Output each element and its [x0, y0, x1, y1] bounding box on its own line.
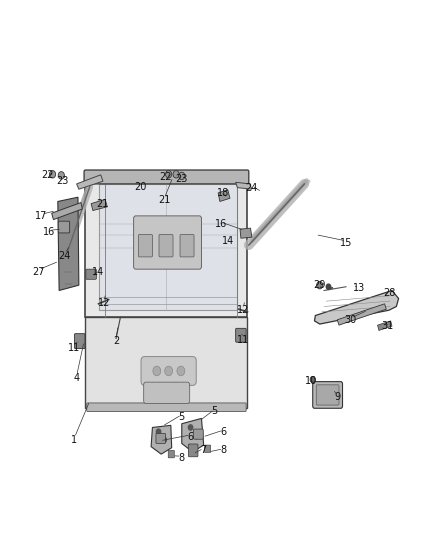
- Text: 23: 23: [176, 174, 188, 183]
- FancyBboxPatch shape: [180, 235, 194, 257]
- Polygon shape: [240, 228, 252, 238]
- FancyBboxPatch shape: [188, 444, 198, 457]
- Circle shape: [49, 171, 56, 178]
- Polygon shape: [151, 425, 172, 454]
- Circle shape: [162, 437, 166, 442]
- Text: 21: 21: [158, 195, 170, 205]
- Circle shape: [326, 284, 331, 289]
- Circle shape: [188, 425, 193, 430]
- FancyBboxPatch shape: [205, 445, 211, 453]
- Text: 12: 12: [98, 298, 110, 308]
- FancyBboxPatch shape: [159, 235, 173, 257]
- Polygon shape: [91, 199, 107, 211]
- Text: 31: 31: [381, 321, 394, 331]
- Text: 11: 11: [68, 343, 81, 352]
- Text: 10: 10: [305, 376, 317, 386]
- Circle shape: [310, 376, 315, 383]
- Circle shape: [153, 366, 161, 376]
- FancyBboxPatch shape: [87, 403, 246, 411]
- FancyBboxPatch shape: [138, 235, 152, 257]
- Polygon shape: [77, 175, 103, 189]
- Text: 4: 4: [74, 374, 80, 383]
- Circle shape: [177, 366, 185, 376]
- Text: 5: 5: [212, 407, 218, 416]
- Text: 23: 23: [56, 176, 68, 186]
- Polygon shape: [58, 197, 79, 290]
- Text: 6: 6: [187, 432, 194, 442]
- Text: 12: 12: [237, 305, 249, 315]
- Polygon shape: [236, 182, 252, 189]
- FancyBboxPatch shape: [86, 269, 96, 279]
- Text: 7: 7: [201, 446, 207, 455]
- Text: 15: 15: [340, 238, 352, 247]
- Circle shape: [179, 172, 185, 180]
- Circle shape: [317, 281, 323, 289]
- Text: 16: 16: [215, 219, 227, 229]
- Circle shape: [165, 366, 173, 376]
- Text: 22: 22: [159, 172, 172, 182]
- Text: 21: 21: [97, 199, 109, 208]
- FancyBboxPatch shape: [58, 221, 70, 233]
- Text: 17: 17: [35, 211, 48, 221]
- FancyBboxPatch shape: [141, 357, 196, 385]
- Circle shape: [156, 429, 161, 434]
- Circle shape: [195, 433, 199, 439]
- Text: 14: 14: [92, 267, 105, 277]
- Text: 6: 6: [220, 427, 226, 437]
- Text: 30: 30: [344, 315, 357, 325]
- Circle shape: [166, 171, 172, 178]
- Text: 28: 28: [384, 288, 396, 298]
- FancyBboxPatch shape: [194, 429, 203, 439]
- Polygon shape: [85, 317, 247, 408]
- Circle shape: [173, 171, 179, 178]
- FancyBboxPatch shape: [156, 433, 166, 443]
- Polygon shape: [99, 184, 237, 310]
- Text: 9: 9: [334, 392, 340, 402]
- Polygon shape: [218, 190, 230, 201]
- FancyBboxPatch shape: [134, 216, 201, 269]
- Polygon shape: [314, 290, 399, 324]
- FancyBboxPatch shape: [316, 385, 339, 405]
- Text: 20: 20: [134, 182, 146, 191]
- Polygon shape: [85, 175, 247, 317]
- Text: 11: 11: [237, 335, 249, 345]
- Text: 8: 8: [220, 446, 226, 455]
- Text: 24: 24: [246, 183, 258, 192]
- FancyBboxPatch shape: [84, 170, 249, 184]
- Polygon shape: [52, 203, 82, 220]
- FancyBboxPatch shape: [236, 328, 246, 342]
- Text: 29: 29: [314, 280, 326, 290]
- Text: 24: 24: [59, 251, 71, 261]
- Text: 16: 16: [43, 227, 55, 237]
- Polygon shape: [337, 304, 386, 325]
- FancyBboxPatch shape: [74, 334, 85, 349]
- Text: 18: 18: [217, 188, 230, 198]
- Text: 5: 5: [179, 412, 185, 422]
- FancyBboxPatch shape: [144, 382, 190, 403]
- Polygon shape: [182, 418, 204, 452]
- FancyBboxPatch shape: [313, 382, 343, 408]
- Polygon shape: [378, 321, 392, 330]
- Text: 1: 1: [71, 435, 78, 445]
- Text: 27: 27: [32, 267, 45, 277]
- Text: 13: 13: [353, 283, 365, 293]
- Circle shape: [58, 172, 64, 179]
- Text: 22: 22: [41, 170, 53, 180]
- FancyBboxPatch shape: [168, 450, 174, 458]
- Text: 8: 8: [179, 454, 185, 463]
- Text: 2: 2: [113, 336, 119, 346]
- Text: 14: 14: [222, 236, 234, 246]
